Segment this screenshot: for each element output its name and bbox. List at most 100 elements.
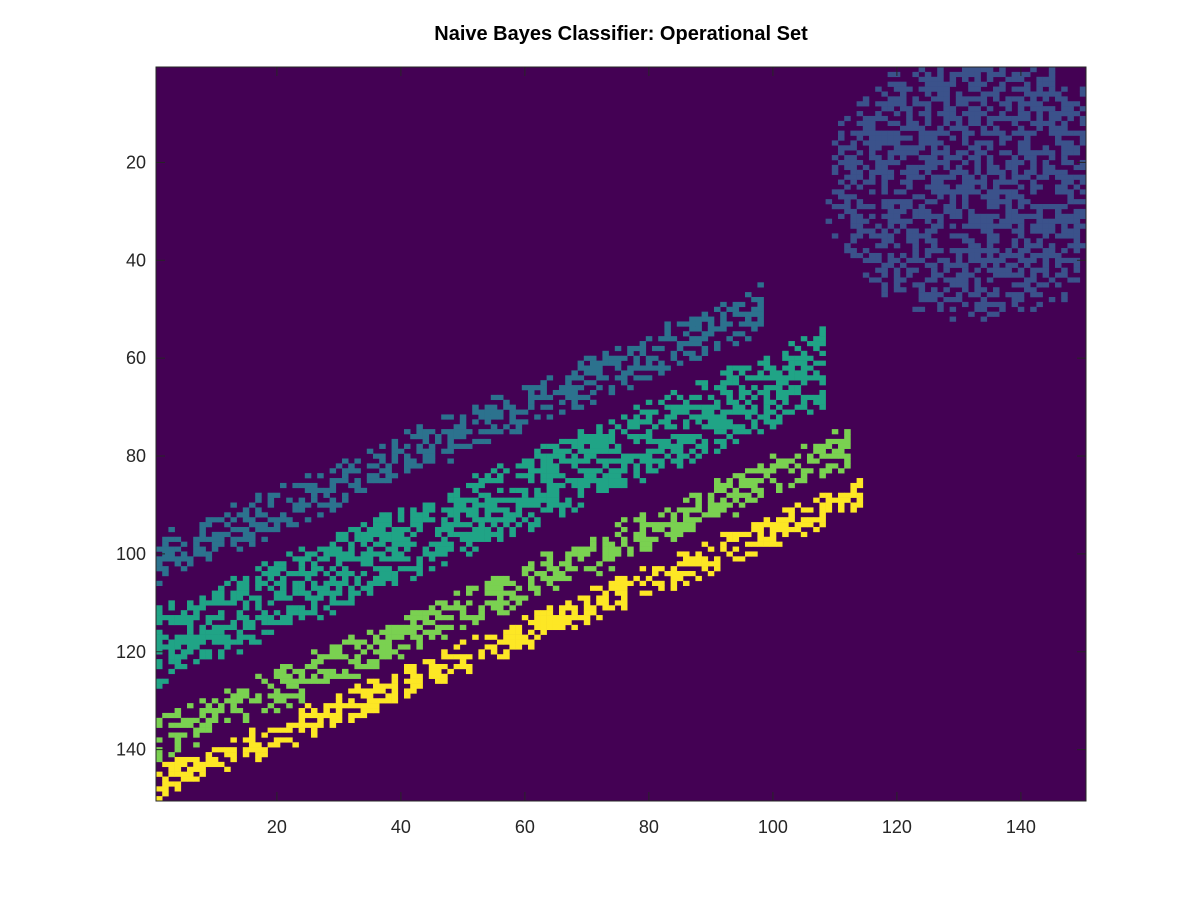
heatmap-cell xyxy=(162,791,169,797)
heatmap-cell xyxy=(416,463,423,469)
heatmap-cell xyxy=(273,698,281,704)
heatmap-cell xyxy=(503,575,510,582)
heatmap-cell xyxy=(211,517,219,523)
heatmap-cell xyxy=(298,615,306,621)
heatmap-cell xyxy=(962,71,969,78)
heatmap-cell xyxy=(447,615,454,621)
heatmap-cell xyxy=(862,228,870,234)
heatmap-cell xyxy=(540,492,547,498)
heatmap-cell xyxy=(1017,306,1025,312)
heatmap-cell xyxy=(949,277,957,283)
heatmap-cell xyxy=(862,101,870,107)
heatmap-cell xyxy=(199,761,206,768)
heatmap-cell xyxy=(329,546,337,552)
heatmap-cell xyxy=(546,624,554,631)
heatmap-cell xyxy=(1079,135,1087,141)
heatmap-cell xyxy=(850,194,857,200)
heatmap-cell xyxy=(348,541,355,547)
heatmap-cell xyxy=(931,164,938,171)
heatmap-cell xyxy=(993,213,1000,219)
heatmap-cell xyxy=(924,111,932,117)
heatmap-cell xyxy=(714,561,721,567)
heatmap-cell xyxy=(193,756,200,763)
heatmap-cell xyxy=(490,409,498,415)
heatmap-cell xyxy=(757,375,764,381)
heatmap-cell xyxy=(782,389,789,396)
heatmap-cell xyxy=(999,306,1006,312)
heatmap-cell xyxy=(943,208,950,215)
heatmap-cell xyxy=(211,761,219,768)
heatmap-cell xyxy=(862,96,870,102)
heatmap-cell xyxy=(676,531,684,538)
heatmap-cell xyxy=(732,556,740,562)
heatmap-cell xyxy=(931,287,938,293)
heatmap-cell xyxy=(962,135,969,141)
heatmap-cell xyxy=(261,615,268,621)
heatmap-cell xyxy=(466,585,473,591)
heatmap-cell xyxy=(1030,213,1037,219)
heatmap-cell xyxy=(732,487,740,494)
heatmap-cell xyxy=(162,678,169,684)
heatmap-cell xyxy=(1067,145,1074,151)
heatmap-cell xyxy=(602,551,609,557)
heatmap-cell xyxy=(1048,115,1056,122)
heatmap-cell xyxy=(887,213,895,219)
heatmap-cell xyxy=(280,673,287,679)
heatmap-cell xyxy=(366,678,374,684)
heatmap-cell xyxy=(807,517,814,523)
heatmap-cell xyxy=(484,409,492,415)
heatmap-cell xyxy=(1067,243,1074,249)
heatmap-cell xyxy=(732,438,740,445)
heatmap-cell xyxy=(751,522,758,528)
heatmap-cell xyxy=(577,438,585,445)
heatmap-cell xyxy=(565,458,572,464)
heatmap-cell xyxy=(912,243,919,249)
heatmap-cell xyxy=(745,468,752,474)
heatmap-cell xyxy=(1030,223,1037,229)
heatmap-cell xyxy=(422,615,430,621)
heatmap-cell xyxy=(949,106,957,112)
heatmap-cell xyxy=(974,150,981,156)
heatmap-cell xyxy=(230,693,237,699)
heatmap-cell xyxy=(689,458,696,464)
heatmap-cell xyxy=(906,164,913,171)
heatmap-cell xyxy=(490,575,498,582)
heatmap-cell xyxy=(974,67,981,73)
heatmap-cell xyxy=(1011,292,1019,298)
heatmap-cell xyxy=(732,546,740,552)
heatmap-cell xyxy=(596,370,603,376)
heatmap-cell xyxy=(441,624,448,631)
heatmap-cell xyxy=(645,448,653,454)
heatmap-cell xyxy=(280,668,287,675)
heatmap-cell xyxy=(1042,204,1050,210)
heatmap-cell xyxy=(329,551,337,557)
heatmap-cell xyxy=(707,507,715,513)
heatmap-cell xyxy=(707,424,715,430)
heatmap-cell xyxy=(515,424,523,430)
heatmap-cell xyxy=(366,708,374,714)
heatmap-cell xyxy=(937,140,944,146)
heatmap-cell xyxy=(726,536,733,542)
heatmap-cell xyxy=(1030,169,1037,175)
heatmap-cell xyxy=(924,208,932,215)
heatmap-cell xyxy=(1024,130,1031,136)
heatmap-cell xyxy=(1079,223,1087,229)
heatmap-cell xyxy=(701,438,709,445)
heatmap-cell xyxy=(230,737,237,743)
heatmap-cell xyxy=(986,71,994,78)
heatmap-cell xyxy=(800,478,808,484)
heatmap-cell xyxy=(794,522,802,528)
heatmap-cell xyxy=(813,448,820,454)
heatmap-cell xyxy=(292,556,299,562)
heatmap-cell xyxy=(478,615,485,621)
heatmap-cell xyxy=(422,551,430,557)
heatmap-cell xyxy=(236,698,244,704)
heatmap-cell xyxy=(267,497,275,503)
heatmap-cell xyxy=(1055,140,1062,146)
heatmap-cell xyxy=(261,752,268,758)
heatmap-cell xyxy=(769,399,777,405)
heatmap-cell xyxy=(280,615,287,621)
heatmap-cell xyxy=(1017,292,1025,298)
heatmap-cell xyxy=(819,360,826,366)
heatmap-cell xyxy=(869,135,876,141)
